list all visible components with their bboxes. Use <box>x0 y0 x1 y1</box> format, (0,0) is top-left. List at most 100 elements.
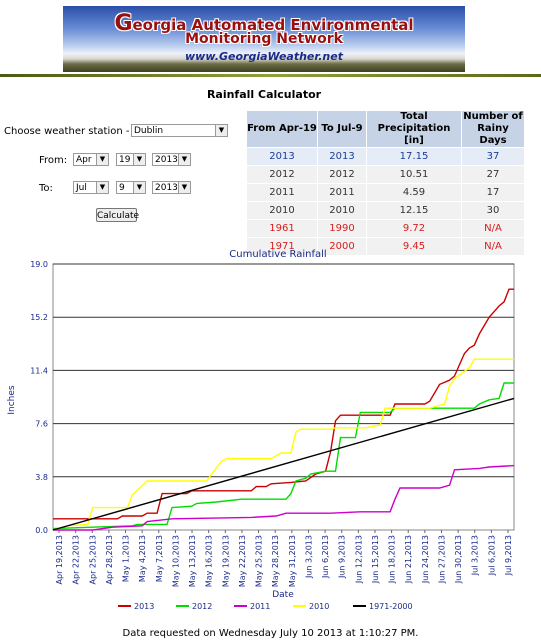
cell-from: 2010 <box>246 201 318 220</box>
x-tick-label: Jun 27,2013 <box>437 535 446 584</box>
x-tick-label: Jun 6,2013 <box>321 535 330 579</box>
x-tick-label: Jun 9,2013 <box>338 535 347 579</box>
cell-total: 9.45 <box>366 237 462 256</box>
cell-to: 2010 <box>317 201 367 220</box>
x-tick-label: Apr 22,2013 <box>72 535 81 584</box>
x-tick-label: May 25,2013 <box>255 535 264 587</box>
banner-title-line2: Monitoring Network <box>185 31 343 47</box>
to-year-value: 2013 <box>155 183 178 193</box>
x-tick-label: Jun 24,2013 <box>421 535 430 584</box>
legend-label: 2013 <box>134 602 154 611</box>
x-tick-label: May 22,2013 <box>238 535 247 587</box>
y-tick-label: 15.2 <box>30 313 48 322</box>
table-row: 2011 2011 4.59 17 <box>246 183 525 202</box>
chevron-down-icon: ▼ <box>133 182 145 193</box>
col-header-total: Total Precipitation [in] <box>366 110 462 148</box>
x-tick-label: May 19,2013 <box>221 535 230 587</box>
chevron-down-icon: ▼ <box>96 182 108 193</box>
to-month-value: Jul <box>76 183 87 193</box>
x-tick-label: May 10,2013 <box>171 535 180 587</box>
series-line-2011 <box>53 464 515 531</box>
col-header-to: To Jul-9 <box>317 110 367 148</box>
cell-from: 2013 <box>246 147 318 166</box>
y-tick-label: 3.8 <box>35 473 48 482</box>
y-tick-label: 19.0 <box>30 260 48 269</box>
x-tick-label: May 28,2013 <box>271 535 280 587</box>
chevron-down-icon: ▼ <box>178 154 190 165</box>
y-tick-label: 0.0 <box>35 526 48 535</box>
cell-to: 2012 <box>317 165 367 184</box>
x-tick-label: May 13,2013 <box>188 535 197 587</box>
station-label: Choose weather station - <box>4 126 130 137</box>
grid <box>53 263 514 478</box>
x-tick-label: Jun 12,2013 <box>354 535 363 584</box>
legend-label: 2012 <box>192 602 212 611</box>
table-row: 1971 2000 9.45 N/A <box>246 237 525 256</box>
col-header-days: Number of Rainy Days <box>461 110 525 148</box>
results-header-row: From Apr-19 To Jul-9 Total Precipitation… <box>246 110 525 148</box>
legend-label: 2011 <box>250 602 270 611</box>
banner-url[interactable]: www.GeorgiaWeather.net <box>185 50 343 63</box>
col-header-from: From Apr-19 <box>246 110 318 148</box>
cell-days: N/A <box>461 237 525 256</box>
y-axis-label: Inches <box>7 385 17 415</box>
cell-to: 1990 <box>317 219 367 238</box>
series-line-2012 <box>52 382 514 530</box>
cell-to: 2000 <box>317 237 367 256</box>
x-tick-label: Jul 6,2013 <box>487 535 496 576</box>
from-label: From: <box>39 155 68 166</box>
legend-label: 1971-2000 <box>369 602 413 611</box>
cell-total: 17.15 <box>366 147 462 166</box>
to-month-select[interactable]: Jul ▼ <box>73 181 109 194</box>
station-select-value: Dublin <box>134 126 164 136</box>
to-year-select[interactable]: 2013 ▼ <box>152 181 191 194</box>
x-tick-label: Apr 25,2013 <box>88 535 97 584</box>
x-tick-label: Jun 3,2013 <box>304 535 313 579</box>
station-select[interactable]: Dublin ▼ <box>131 124 228 137</box>
table-row: 2010 2010 12.15 30 <box>246 201 525 220</box>
from-month-select[interactable]: Apr ▼ <box>73 153 109 166</box>
x-axis-label: Date <box>272 590 294 600</box>
cell-from: 2011 <box>246 183 318 202</box>
cumulative-rainfall-chart: Cumulative Rainfall 0.0 3.8 7.6 11.4 15.2 19.… <box>7 249 515 611</box>
y-tick-label: 11.4 <box>30 366 48 375</box>
from-year-value: 2013 <box>155 155 178 165</box>
cell-days: 17 <box>461 183 525 202</box>
x-tick-label: Jun 30,2013 <box>454 535 463 584</box>
table-row: 2012 2012 10.51 27 <box>246 165 525 184</box>
cell-from: 1961 <box>246 219 318 238</box>
x-tick-label: Jun 18,2013 <box>388 535 397 584</box>
legend: 2013 2012 2011 2010 1971-2000 <box>118 602 413 611</box>
cell-to: 2011 <box>317 183 367 202</box>
x-tick-label: Jul 9,2013 <box>504 535 513 576</box>
x-tick-label: May 1,2013 <box>122 535 131 582</box>
header-banner: Georgia Automated Environmental Monitori… <box>63 6 465 72</box>
cell-days: 30 <box>461 201 525 220</box>
banner-title-line1: Georgia Automated Environmental <box>114 11 414 36</box>
series-line-2013 <box>53 288 514 520</box>
results-table: From Apr-19 To Jul-9 Total Precipitation… <box>246 110 525 256</box>
header-divider <box>0 74 541 77</box>
to-day-select[interactable]: 9 ▼ <box>116 181 146 194</box>
chevron-down-icon: ▼ <box>178 182 190 193</box>
plot-area <box>52 263 515 531</box>
cell-from: 2012 <box>246 165 318 184</box>
from-year-select[interactable]: 2013 ▼ <box>152 153 191 166</box>
cell-days: 37 <box>461 147 525 166</box>
x-tick-label: Jul 3,2013 <box>471 535 480 576</box>
calculate-button[interactable]: Calculate <box>96 208 139 222</box>
chevron-down-icon: ▼ <box>215 125 227 136</box>
series-line-1971-2000 <box>52 397 515 531</box>
y-axis: 0.0 3.8 7.6 11.4 15.2 19.0 <box>30 260 48 535</box>
cell-from: 1971 <box>246 237 318 256</box>
to-label: To: <box>39 183 53 194</box>
footer-timestamp: Data requested on Wednesday July 10 2013… <box>122 628 419 639</box>
from-day-select[interactable]: 19 ▼ <box>116 153 146 166</box>
x-tick-label: Apr 19,2013 <box>55 535 64 584</box>
cell-total: 4.59 <box>366 183 462 202</box>
x-tick-label: May 4,2013 <box>138 535 147 582</box>
cell-total: 10.51 <box>366 165 462 184</box>
series-line-2010 <box>52 358 514 531</box>
from-day-value: 19 <box>119 155 131 165</box>
legend-label: 2010 <box>309 602 329 611</box>
